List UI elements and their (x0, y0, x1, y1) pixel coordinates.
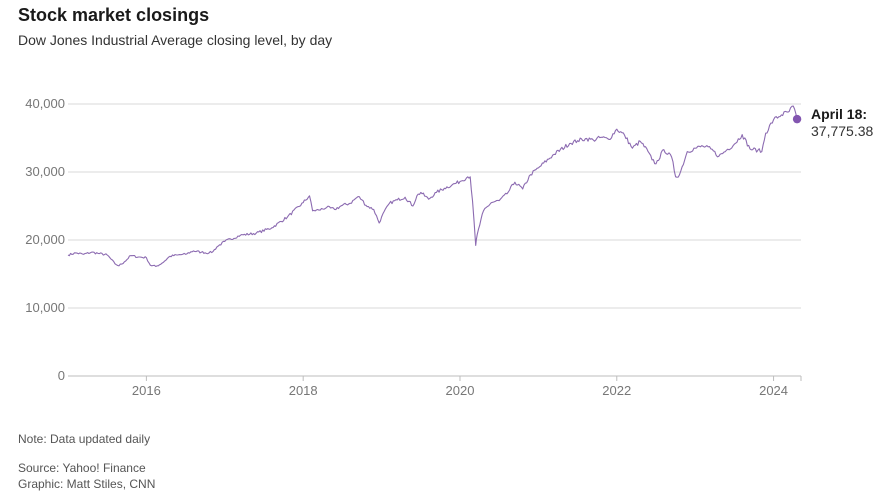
x-tick-label: 2018 (289, 383, 318, 398)
y-tick-label: 20,000 (25, 232, 65, 247)
series-layer (67, 105, 798, 268)
y-tick-label: 40,000 (25, 96, 65, 111)
dow-series-line (67, 105, 798, 268)
annotation-date-label: April 18: (811, 106, 867, 122)
x-tick-label: 2020 (446, 383, 475, 398)
chart-source: Source: Yahoo! Finance Graphic: Matt Sti… (18, 460, 155, 492)
y-tick-label: 30,000 (25, 164, 65, 179)
grid-layer (68, 103, 801, 377)
graphic-credit: Graphic: Matt Stiles, CNN (18, 477, 156, 491)
x-tick-label: 2016 (132, 383, 161, 398)
x-tick-label: 2024 (759, 383, 788, 398)
chart-note: Note: Data updated daily (18, 432, 151, 446)
source-credit: Source: Yahoo! Finance (18, 461, 146, 475)
annotation-layer: April 18:37,775.38 (792, 106, 873, 139)
axis-layer: 0 10,000 20,000 30,000 40,000 2016 2018 2020 202… (25, 96, 802, 398)
y-tick-label: 0 (58, 368, 65, 383)
x-tick-label: 2022 (602, 383, 631, 398)
annotation-value-label: 37,775.38 (811, 123, 873, 139)
last-close-marker (792, 114, 802, 124)
y-tick-label: 10,000 (25, 300, 65, 315)
chart-title: Stock market closings (18, 5, 210, 25)
chart-subtitle: Dow Jones Industrial Average closing lev… (18, 32, 333, 48)
